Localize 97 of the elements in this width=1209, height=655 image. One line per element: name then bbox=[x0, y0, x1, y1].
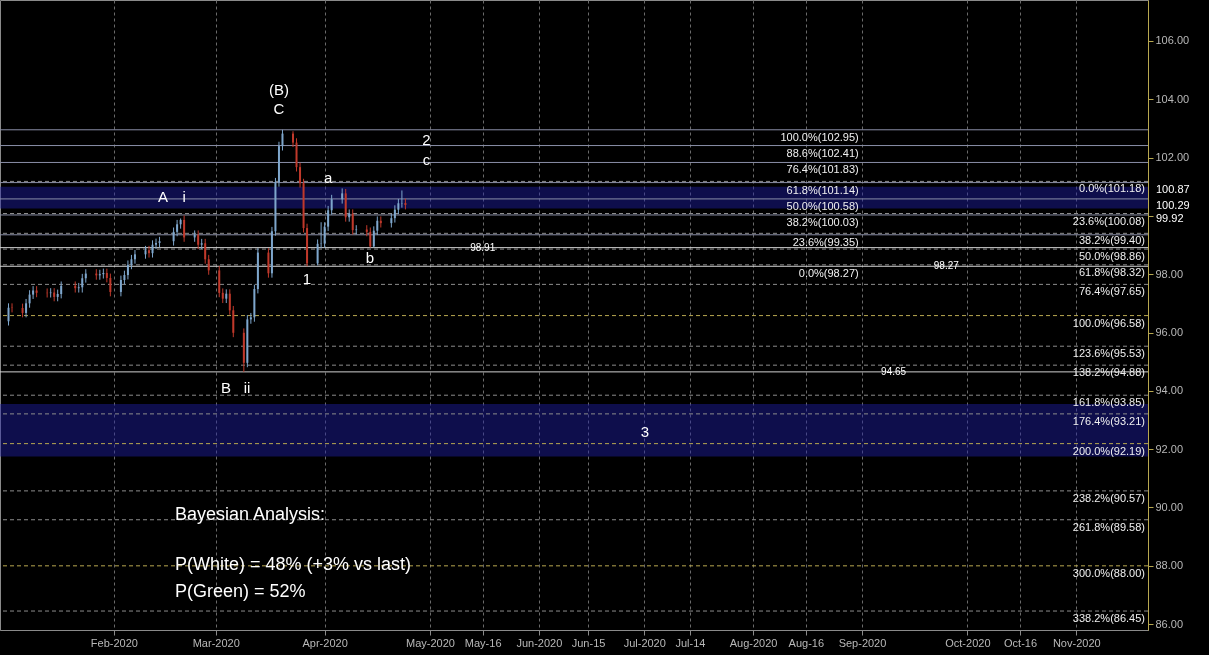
annotation: 3 bbox=[640, 423, 650, 440]
candlestick bbox=[218, 265, 221, 298]
x-tick-label: Oct-16 bbox=[1004, 636, 1038, 649]
candlestick bbox=[148, 245, 151, 259]
x-tick-label: Mar-2020 bbox=[192, 636, 240, 649]
candlestick bbox=[155, 238, 158, 250]
ref-line-label: 176.4%(93.21) bbox=[1072, 414, 1145, 427]
ref-line-label: 161.8%(93.85) bbox=[1072, 396, 1145, 409]
annotation: i bbox=[182, 187, 186, 205]
candlestick bbox=[197, 229, 200, 250]
candlestick bbox=[372, 225, 375, 249]
ref-line-label: 23.6%(99.35) bbox=[792, 235, 859, 248]
candlestick bbox=[376, 215, 379, 236]
y-tick-label: 98.00 bbox=[1155, 267, 1184, 280]
ref-line-label: 76.4%(101.83) bbox=[786, 163, 859, 176]
ref-line-label: 200.0%(92.19) bbox=[1072, 444, 1145, 457]
x-tick-label: Jul-2020 bbox=[623, 636, 666, 649]
annotation: 2 bbox=[422, 131, 431, 148]
y-tick-label: 102.00 bbox=[1155, 151, 1190, 163]
annotation: B bbox=[220, 379, 232, 396]
candlestick bbox=[393, 204, 396, 224]
candlestick bbox=[126, 259, 129, 280]
x-tick-label: Nov-2020 bbox=[1052, 636, 1101, 649]
candlestick bbox=[292, 130, 295, 148]
y-tick-label: 104.00 bbox=[1155, 92, 1190, 105]
text: 100.87 bbox=[1156, 183, 1190, 195]
y-tick-label: 88.00 bbox=[1155, 559, 1184, 572]
ref-line-label: 23.6%(100.08) bbox=[1072, 214, 1145, 227]
ref-line-label: 50.0%(98.86) bbox=[1078, 250, 1145, 263]
ref-line-label: 61.8%(101.14) bbox=[786, 183, 859, 196]
candlestick bbox=[344, 188, 347, 223]
candlestick bbox=[369, 227, 372, 249]
candlestick bbox=[228, 288, 231, 316]
y-tick-label: 106.00 bbox=[1155, 34, 1190, 47]
ref-line-label: 100.0%(102.95) bbox=[780, 130, 859, 143]
annotation: Bayesian Analysis: bbox=[175, 504, 326, 524]
ref-line-label: 38.2%(99.40) bbox=[1078, 234, 1145, 247]
x-tick-label: Jun-2020 bbox=[516, 636, 563, 649]
annotation: (B) bbox=[269, 81, 289, 98]
ref-line-label: 123.6%(95.53) bbox=[1072, 347, 1145, 360]
text: 99.92 bbox=[1156, 212, 1184, 224]
annotation: a bbox=[323, 168, 333, 186]
y-tick-label: 90.00 bbox=[1155, 501, 1184, 513]
y-tick-label: 96.00 bbox=[1155, 326, 1184, 338]
y-tick-label: 86.00 bbox=[1155, 617, 1184, 630]
annotation: C bbox=[273, 100, 285, 117]
ref-line-label: 300.0%(88.00) bbox=[1072, 566, 1145, 579]
candlestick bbox=[7, 302, 10, 326]
ref-line-label: 261.8%(89.58) bbox=[1072, 520, 1145, 533]
annotation: 94.65 bbox=[881, 365, 907, 377]
ref-line-label: 0.0%(98.27) bbox=[798, 267, 859, 280]
ref-line-label: 61.8%(98.32) bbox=[1078, 265, 1145, 278]
x-tick-label: Feb-2020 bbox=[90, 636, 138, 649]
candlestick bbox=[77, 282, 80, 294]
annotation: A bbox=[158, 187, 169, 205]
candlestick bbox=[109, 273, 112, 297]
x-tick-label: Apr-2020 bbox=[302, 636, 348, 649]
ref-line-label: 138.2%(94.88) bbox=[1072, 366, 1145, 379]
x-tick-label: Jun-15 bbox=[571, 636, 606, 649]
x-tick-label: Oct-2020 bbox=[945, 636, 991, 649]
candlestick bbox=[351, 208, 354, 235]
y-tick-label: 92.00 bbox=[1155, 442, 1184, 455]
ref-line-label: 338.2%(86.45) bbox=[1072, 612, 1145, 625]
x-tick-label: Aug-2020 bbox=[729, 636, 778, 649]
x-tick-label: May-16 bbox=[464, 636, 502, 649]
ref-line-label: 50.0%(100.58) bbox=[786, 199, 859, 212]
annotation: 1 bbox=[302, 270, 312, 287]
ref-line-label: 88.6%(102.41) bbox=[786, 146, 859, 159]
annotation: P(Green) = 52% bbox=[175, 581, 306, 601]
candlestick bbox=[32, 285, 35, 300]
candlestick bbox=[133, 249, 136, 265]
candlestick bbox=[204, 238, 207, 265]
x-tick-label: Jul-14 bbox=[675, 636, 706, 649]
ref-line-label: 38.2%(100.03) bbox=[786, 215, 859, 228]
candlestick bbox=[176, 219, 179, 237]
annotation: b bbox=[365, 249, 375, 266]
candlestick bbox=[98, 269, 101, 281]
candlestick bbox=[102, 268, 105, 280]
annotation: P(White) = 48% (+3% vs last) bbox=[175, 554, 412, 574]
y-tick-label: 94.00 bbox=[1155, 384, 1184, 397]
x-tick-label: May-2020 bbox=[406, 636, 455, 649]
candlestick bbox=[119, 275, 122, 297]
candlestick bbox=[81, 273, 84, 294]
x-tick-label: Aug-16 bbox=[788, 636, 825, 649]
candlestick bbox=[232, 305, 235, 338]
candlestick bbox=[330, 194, 333, 216]
ref-line-label: 238.2%(90.57) bbox=[1072, 491, 1145, 504]
x-tick-label: Sep-2020 bbox=[838, 636, 887, 649]
annotation: ii bbox=[243, 379, 251, 396]
ref-line-label: 0.0%(101.18) bbox=[1078, 182, 1145, 195]
ref-line-label: 76.4%(97.65) bbox=[1078, 285, 1145, 298]
candlestick bbox=[25, 298, 28, 318]
text: 100.29 bbox=[1156, 199, 1190, 211]
candlestick bbox=[207, 254, 210, 276]
candlestick bbox=[183, 215, 186, 243]
candlestick bbox=[267, 247, 270, 279]
ref-line-label: 100.0%(96.58) bbox=[1072, 316, 1145, 329]
